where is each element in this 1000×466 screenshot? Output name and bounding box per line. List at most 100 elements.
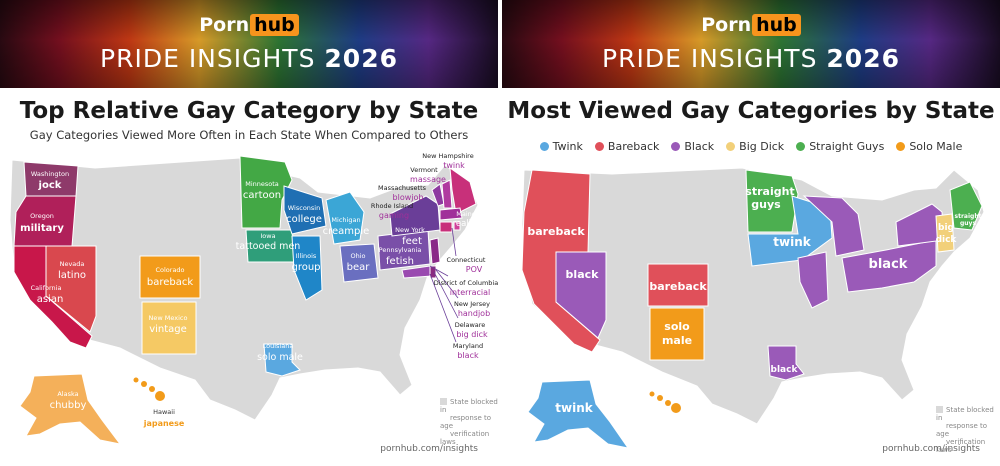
label-washington-cat: jock (38, 180, 62, 191)
label-nevada-name: Nevada (60, 260, 85, 268)
label-solo-line2: male (662, 334, 692, 347)
label-iowa-cat: tattooed men (236, 241, 301, 252)
state-illinois (291, 235, 323, 301)
legend-label: Twink (552, 140, 583, 153)
legend-item: Straight Guys (796, 140, 884, 153)
label-louisiana-cat: solo male (257, 352, 303, 363)
state-maine (449, 166, 477, 215)
label-bigdick-line2: dick (936, 235, 958, 245)
region-black-east (841, 239, 937, 293)
state-minnesota (239, 155, 293, 229)
label-delaware-name: Delaware (455, 321, 486, 329)
label-massachusetts-name: Massachusetts (378, 184, 427, 192)
label-michigan-cat: creampie (323, 226, 370, 237)
label-straight-ne-line1: straight (955, 213, 982, 220)
region-solo-male-newmexico (649, 307, 705, 361)
map-title: Most Viewed Gay Categories by State (507, 98, 995, 124)
blocked-note-line2: response to age (440, 414, 492, 430)
banner (502, 0, 1000, 88)
label-michigan-name: Michigan (331, 216, 360, 224)
blocked-note-line2: response to age (936, 422, 988, 438)
footer-link[interactable]: pornhub.com/insights (882, 444, 980, 454)
state-hawaii (133, 377, 165, 401)
region-twink-midwest (747, 195, 833, 267)
state-wisconsin (283, 185, 327, 235)
blocked-note-line3: verification laws (440, 430, 490, 446)
label-illinois-name: Illinois (296, 252, 317, 260)
label-maryland-cat: black (457, 351, 479, 360)
pride-text: PRIDE INSIGHTS (100, 44, 316, 73)
pride-year: 2026 (826, 44, 900, 73)
label-california-name: California (31, 284, 62, 292)
footer-link[interactable]: pornhub.com/insights (380, 444, 478, 454)
label-dc-name: District of Columbia (434, 279, 498, 287)
state-louisiana (263, 343, 301, 377)
logo-hub: hub (250, 14, 299, 36)
label-newyork-name: New York (395, 226, 425, 234)
legend-label: Straight Guys (809, 140, 885, 153)
label-newmexico-name: New Mexico (149, 314, 188, 322)
pride-year: 2026 (324, 44, 398, 73)
map-subtitle: Gay Categories Viewed More Often in Each… (29, 128, 469, 142)
state-michigan (325, 191, 365, 245)
label-maine-cat: reality (453, 219, 480, 229)
label-solo-line1: solo (664, 320, 690, 333)
label-straight-ne-line2: guys (960, 220, 976, 227)
blocked-note-line3: verification laws (936, 438, 986, 454)
blocked-note-line1: State blocked in (440, 398, 498, 414)
legend-item: Twink (539, 140, 583, 153)
label-bareback-west: bareback (527, 225, 585, 238)
region-black-nevada (555, 251, 607, 339)
map-title: Top Relative Gay Category by State (19, 98, 479, 124)
state-newhampshire (441, 179, 453, 209)
logo-porn: Porn (199, 14, 250, 36)
label-pennsylvania-name: Pennsylvania (379, 246, 422, 254)
region-big-dick (935, 213, 955, 253)
legend-item: Big Dick (726, 140, 784, 153)
label-connecticut-name: Connecticut (447, 256, 486, 264)
region-black-illinois (797, 251, 829, 309)
label-maine-name: Maine (456, 210, 476, 218)
label-connecticut-cat: POV (466, 265, 483, 274)
legend-label: Big Dick (739, 140, 785, 153)
label-hawaii-cat: japanese (143, 419, 185, 428)
label-newhampshire-cat: twink (443, 161, 465, 170)
region-black-michigan (802, 195, 865, 257)
label-colorado-name: Colorado (155, 266, 184, 274)
state-newjersey (429, 237, 441, 265)
label-iowa-name: Iowa (260, 232, 275, 240)
label-minnesota-name: Minnesota (245, 180, 279, 188)
label-louisiana-name: Louisiana (263, 342, 294, 350)
region-bareback-colorado (647, 263, 709, 307)
state-alaska (19, 373, 122, 445)
region-straight-guys-newengland (949, 181, 983, 231)
label-bigdick-line1: big (938, 223, 954, 233)
label-colorado-cat: bareback (147, 277, 193, 288)
label-massachusetts-cat: blowjob (393, 193, 424, 202)
state-massachusetts (439, 207, 463, 221)
label-newjersey-name: New Jersey (454, 300, 490, 308)
label-twink-alaska: twink (555, 401, 593, 415)
label-dc-cat: interracial (450, 288, 490, 297)
label-minnesota-cat: cartoon (243, 190, 281, 201)
label-rhodeisland-name: Rhode Island (371, 202, 413, 210)
leader-lines (429, 227, 459, 343)
region-black-louisiana (767, 345, 805, 381)
pride-insights-heading: PRIDE INSIGHTS 2026 (502, 44, 1000, 73)
label-rhodeisland-cat: gaming (379, 211, 409, 220)
blocked-swatch (440, 398, 447, 405)
pornhub-logo: Porn hub (502, 14, 1000, 36)
label-bareback-colorado: bareback (649, 280, 707, 293)
label-hawaii-name: Hawaii (153, 408, 175, 416)
blocked-note: State blocked in response to age verific… (440, 398, 498, 446)
legend-swatch (671, 142, 681, 151)
label-vermont-name: Vermont (410, 166, 438, 174)
label-maryland-name: Maryland (453, 342, 483, 350)
label-newmexico-cat: vintage (149, 324, 187, 335)
label-alaska-name: Alaska (57, 390, 78, 398)
logo-hub: hub (752, 14, 801, 36)
region-twink-alaska (527, 379, 630, 449)
state-newmexico (141, 301, 197, 355)
state-oregon (13, 195, 77, 247)
label-black-nevada: black (566, 268, 600, 281)
